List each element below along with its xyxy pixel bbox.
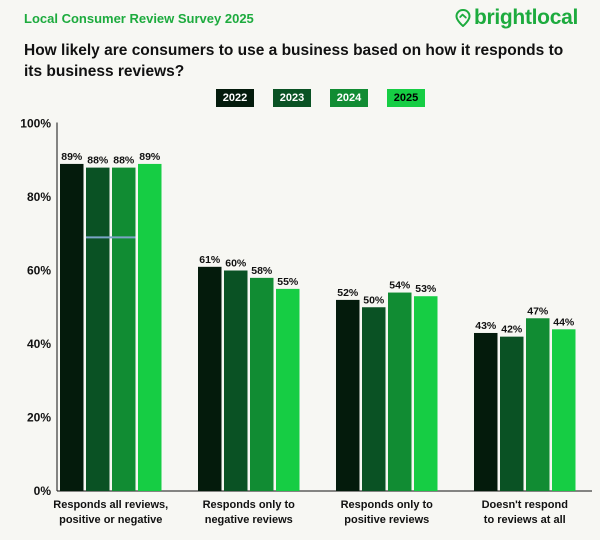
data-label: 89% <box>61 151 83 163</box>
data-label: 61% <box>199 254 221 266</box>
data-label: 89% <box>139 151 161 163</box>
data-label: 55% <box>277 276 299 288</box>
chart-question: How likely are consumers to use a busine… <box>24 42 564 80</box>
category-label: to reviews at all <box>484 514 566 526</box>
category-label: Responds only to <box>341 499 434 511</box>
bar-2024-4 <box>526 318 550 491</box>
y-tick-label: 100% <box>20 117 51 131</box>
bar-2023-3 <box>362 307 386 491</box>
bar-2022-1 <box>60 163 84 492</box>
y-tick-label: 80% <box>27 190 51 204</box>
brand-logo: brightlocal <box>455 6 578 30</box>
bar-2023-1 <box>86 167 110 491</box>
bar-2022-2 <box>198 266 222 491</box>
legend: 2022 2023 2024 2025 <box>216 89 425 107</box>
bar-2023-4 <box>500 336 524 491</box>
bar-2025-4 <box>552 329 576 491</box>
bar-2024-3 <box>388 292 412 491</box>
y-tick-label: 40% <box>27 337 51 351</box>
bar-2022-3 <box>336 299 360 491</box>
legend-item-2024: 2024 <box>330 89 368 107</box>
data-label: 58% <box>251 265 273 277</box>
category-label: Responds all reviews, <box>53 499 168 511</box>
bar-2023-2 <box>224 270 248 491</box>
legend-item-2022: 2022 <box>216 89 254 107</box>
category-label: positive or negative <box>59 514 162 526</box>
bar-2025-3 <box>414 296 438 491</box>
bar-2025-1 <box>138 163 162 492</box>
data-label: 54% <box>389 280 411 292</box>
category-label: Doesn't respond <box>482 499 568 511</box>
data-label: 88% <box>87 155 109 167</box>
category-label: positive reviews <box>344 514 429 526</box>
survey-title: Local Consumer Review Survey 2025 <box>24 11 254 26</box>
brand-name: brightlocal <box>473 6 578 29</box>
data-label: 88% <box>113 155 135 167</box>
y-tick-label: 60% <box>27 264 51 278</box>
bar-2024-1 <box>112 167 136 491</box>
data-label: 60% <box>225 258 247 270</box>
data-label: 52% <box>337 287 359 299</box>
category-label: negative reviews <box>205 514 293 526</box>
bar-2024-2 <box>250 277 274 491</box>
legend-item-2025: 2025 <box>387 89 425 107</box>
category-label: Responds only to <box>203 499 296 511</box>
data-label: 47% <box>527 305 549 317</box>
data-label: 42% <box>501 324 523 336</box>
legend-item-2023: 2023 <box>273 89 311 107</box>
data-label: 44% <box>553 316 575 328</box>
data-label: 53% <box>415 283 437 295</box>
bar-2025-2 <box>276 288 300 491</box>
y-tick-label: 0% <box>34 484 52 498</box>
y-tick-label: 20% <box>27 411 51 425</box>
data-label: 50% <box>363 294 385 306</box>
bar-2022-4 <box>474 332 498 491</box>
map-pin-icon <box>455 9 471 27</box>
data-label: 43% <box>475 320 497 332</box>
